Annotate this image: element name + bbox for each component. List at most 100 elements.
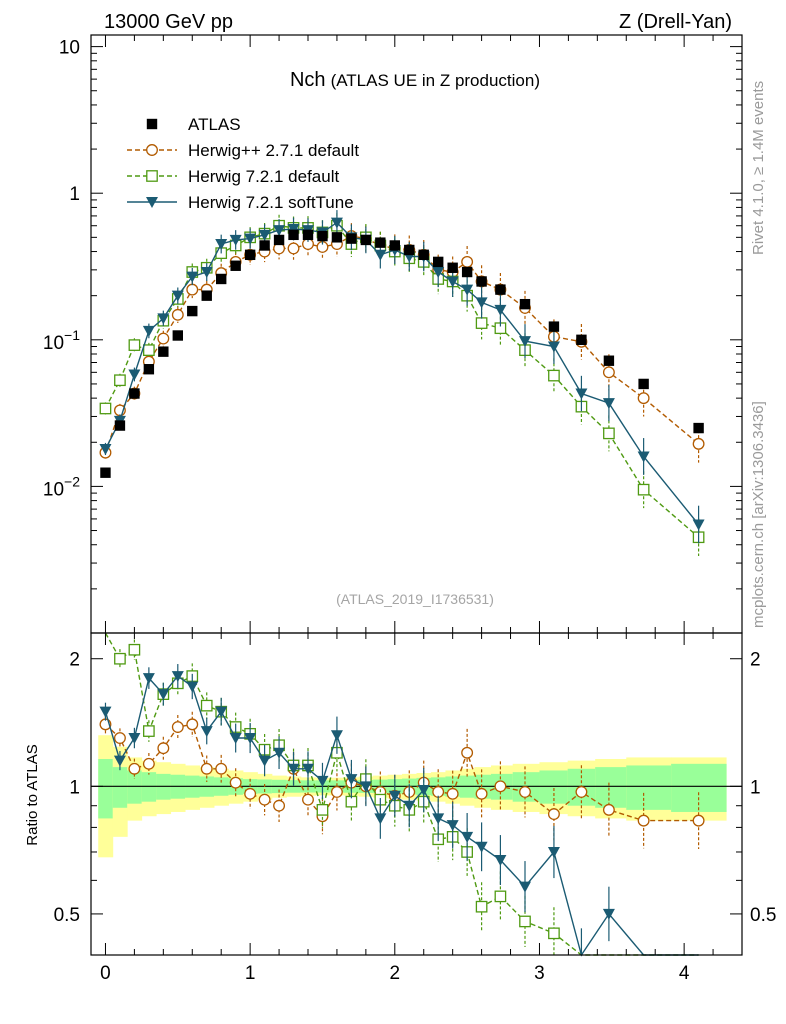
point-atlas: [433, 256, 444, 268]
point-herwig-7-2-1-softtune: [200, 267, 213, 279]
ratio-point-herwig-7-2-1-softtune: [186, 681, 199, 693]
ratio-point-herwig-7-2-1-softtune: [244, 733, 257, 745]
ratio-point-herwig-7-2-1-softtune: [417, 785, 430, 797]
point-herwig-7-2-1-softtune: [215, 239, 228, 251]
ratio-point-herwig-7-2-1-softtune: [99, 706, 112, 718]
ratio-point-herwig-7-2-1-softtune: [215, 706, 228, 718]
point-herwig-7-2-1-default: [548, 369, 560, 382]
point-herwig-7-2-1-softtune: [287, 223, 300, 235]
main-title: Nch (ATLAS UE in Z production): [290, 69, 540, 91]
point-atlas: [216, 273, 227, 285]
ratio-point-herwig-2-7-1-default: [200, 762, 213, 775]
ratio-point-herwig-7-2-1-softtune: [461, 831, 474, 843]
y-tick-label-ratio: 1: [69, 777, 80, 798]
series-line-herwig-7-2-1-softtune: [104, 221, 700, 525]
point-herwig-7-2-1-softtune: [446, 276, 459, 288]
point-herwig-2-7-1-default: [692, 437, 705, 450]
point-herwig-7-2-1-default: [143, 344, 155, 357]
ratio-point-herwig-2-7-1-default: [547, 808, 560, 821]
legend-marker-herwig-7-2-1-softtune: [146, 197, 158, 208]
band-green-bin: [626, 765, 672, 810]
ratio-point-herwig-2-7-1-default: [186, 718, 199, 731]
ratio-point-herwig-7-2-1-softtune: [287, 763, 300, 775]
point-herwig-7-2-1-softtune: [547, 341, 560, 353]
ratio-marks: [99, 632, 705, 957]
header-left: 13000 GeV pp: [104, 11, 233, 33]
ratio-point-herwig-2-7-1-default: [215, 762, 228, 775]
y-tick-label-ratio: 2: [69, 650, 80, 671]
point-herwig-2-7-1-default: [186, 283, 199, 296]
band-green-bin: [98, 759, 114, 819]
ratio-point-herwig-2-7-1-default: [475, 787, 488, 800]
ratio-point-herwig-7-2-1-softtune: [388, 790, 401, 802]
point-herwig-2-7-1-default: [637, 392, 650, 405]
point-herwig-7-2-1-softtune: [602, 398, 615, 410]
point-herwig-7-2-1-softtune: [171, 290, 184, 302]
point-atlas: [172, 330, 183, 341]
point-atlas: [346, 233, 357, 244]
legend-marker-herwig-7-2-1-default: [146, 170, 158, 182]
point-atlas: [187, 305, 198, 317]
legend-label-herwig-7-2-1-softtune: Herwig 7.2.1 softTune: [188, 193, 354, 212]
point-atlas: [230, 260, 241, 271]
ratio-axes: 2 2 1 1 0.5 0.5 0 1 2 3 4: [54, 633, 776, 984]
point-atlas: [331, 232, 343, 243]
ratio-point-herwig-7-2-1-softtune: [359, 781, 372, 793]
y-tick-label-exp: −2: [64, 473, 80, 489]
point-atlas: [360, 234, 372, 246]
point-herwig-7-2-1-softtune: [374, 249, 387, 261]
point-atlas: [375, 237, 386, 248]
series-line-herwig-2-7-1-default: [104, 235, 700, 453]
y-tick-label-main: 10−1: [43, 327, 80, 354]
band-green-bin: [127, 770, 143, 804]
point-atlas: [389, 240, 400, 251]
y-tick-label-main: 10: [59, 38, 80, 59]
point-herwig-7-2-1-softtune: [142, 325, 155, 337]
x-tick-label: 2: [390, 963, 401, 984]
point-atlas: [244, 249, 256, 261]
point-atlas: [519, 298, 531, 310]
header-right: Z (Drell-Yan): [619, 11, 732, 33]
ratio-point-herwig-7-2-1-softtune: [157, 689, 170, 701]
point-atlas: [317, 230, 328, 242]
ratio-point-herwig-7-2-1-default: [494, 890, 507, 903]
point-herwig-7-2-1-softtune: [519, 336, 531, 348]
point-herwig-2-7-1-default: [602, 366, 615, 379]
ratio-point-herwig-7-2-1-softtune: [316, 775, 329, 787]
ratio-point-herwig-2-7-1-default: [446, 787, 459, 800]
ratio-point-herwig-7-2-1-default: [128, 643, 141, 656]
point-atlas: [129, 388, 140, 399]
point-atlas: [495, 284, 506, 295]
ratio-point-herwig-7-2-1-default: [143, 725, 155, 737]
point-herwig-7-2-1-default: [128, 339, 141, 351]
point-herwig-7-2-1-softtune: [244, 233, 257, 245]
point-herwig-7-2-1-default: [603, 427, 615, 440]
ratio-point-herwig-7-2-1-default: [316, 804, 329, 816]
x-tick-label: 1: [245, 963, 256, 984]
y-tick-label-ratio-right: 1: [750, 777, 761, 798]
point-herwig-7-2-1-softtune: [475, 297, 488, 309]
title-main: Nch: [290, 69, 326, 91]
ratio-point-herwig-7-2-1-softtune: [302, 763, 314, 775]
ratio-point-herwig-2-7-1-default: [244, 787, 257, 800]
ratio-point-herwig-7-2-1-softtune: [273, 747, 286, 759]
point-herwig-7-2-1-softtune: [273, 225, 286, 237]
point-herwig-7-2-1-softtune: [692, 519, 705, 531]
side-label-rivet: Rivet 4.1.0, ≥ 1.4M events: [750, 81, 767, 255]
ratio-point-herwig-7-2-1-softtune: [374, 813, 387, 825]
point-atlas: [259, 240, 270, 251]
ratio-point-herwig-7-2-1-softtune: [345, 774, 358, 786]
ratio-point-herwig-2-7-1-default: [637, 814, 650, 827]
ratio-frame: [90, 632, 743, 956]
point-herwig-7-2-1-softtune: [186, 271, 199, 283]
point-herwig-7-2-1-softtune: [494, 304, 507, 316]
point-herwig-7-2-1-softtune: [99, 443, 112, 455]
title-sub: (ATLAS UE in Z production): [331, 71, 540, 90]
ratio-point-herwig-2-7-1-default: [494, 780, 507, 793]
ratio-point-herwig-2-7-1-default: [692, 814, 705, 827]
ratio-panel: 2 2 1 1 0.5 0.5 0 1 2 3 4 Ratio to ATLAS: [24, 632, 776, 984]
ratio-point-herwig-2-7-1-default: [142, 757, 155, 770]
ratio-point-herwig-7-2-1-softtune: [602, 908, 615, 920]
